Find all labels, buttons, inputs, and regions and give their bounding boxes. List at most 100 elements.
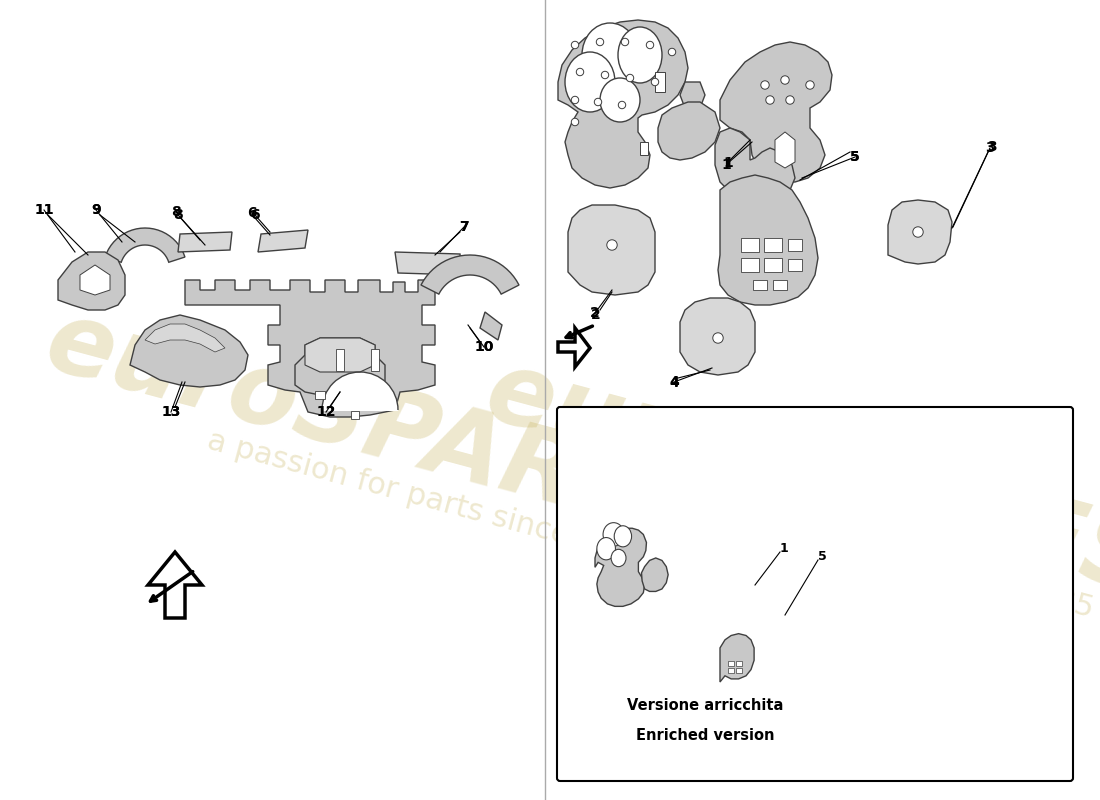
Circle shape: [572, 42, 578, 47]
Circle shape: [647, 42, 653, 49]
Ellipse shape: [614, 526, 631, 547]
Circle shape: [782, 77, 788, 83]
Bar: [728, 668, 735, 674]
Text: 9: 9: [91, 203, 101, 217]
Bar: [764, 238, 782, 252]
Polygon shape: [680, 82, 705, 108]
Text: euroSPARES: euroSPARES: [35, 294, 725, 566]
Bar: [764, 258, 782, 272]
Circle shape: [623, 39, 627, 45]
Text: 11: 11: [34, 203, 54, 217]
Ellipse shape: [582, 23, 638, 87]
Polygon shape: [148, 552, 202, 618]
Polygon shape: [658, 102, 720, 160]
Ellipse shape: [618, 27, 662, 83]
Circle shape: [713, 333, 723, 343]
Text: 6: 6: [248, 206, 256, 220]
Polygon shape: [421, 255, 519, 294]
Circle shape: [714, 334, 722, 342]
Ellipse shape: [612, 550, 626, 566]
Circle shape: [596, 38, 604, 46]
Text: 1: 1: [723, 156, 733, 170]
Polygon shape: [145, 324, 226, 352]
Text: 11: 11: [34, 203, 54, 217]
Circle shape: [786, 97, 793, 103]
Text: 4: 4: [669, 376, 679, 390]
Bar: [315, 391, 324, 399]
Polygon shape: [185, 280, 434, 417]
Polygon shape: [178, 232, 232, 252]
Polygon shape: [80, 265, 110, 295]
Text: 2: 2: [590, 306, 600, 320]
Bar: [788, 239, 802, 251]
Circle shape: [572, 98, 578, 102]
Text: 13: 13: [162, 405, 180, 419]
Circle shape: [786, 96, 794, 104]
Circle shape: [627, 75, 632, 81]
Polygon shape: [58, 252, 125, 310]
Text: 5: 5: [850, 150, 860, 164]
Circle shape: [602, 71, 608, 78]
Circle shape: [595, 99, 601, 105]
Circle shape: [806, 81, 814, 89]
Circle shape: [572, 42, 579, 49]
Circle shape: [652, 79, 658, 85]
Circle shape: [572, 119, 578, 125]
Polygon shape: [680, 298, 755, 375]
Circle shape: [618, 102, 626, 109]
Text: 12: 12: [317, 405, 336, 419]
Circle shape: [648, 42, 652, 47]
Text: 9: 9: [91, 203, 101, 217]
Circle shape: [594, 98, 602, 106]
Text: 8: 8: [172, 205, 180, 219]
Polygon shape: [395, 252, 462, 275]
Circle shape: [766, 96, 774, 104]
Text: 1: 1: [780, 542, 789, 554]
Text: 8: 8: [173, 208, 183, 222]
Polygon shape: [776, 132, 795, 168]
FancyBboxPatch shape: [557, 407, 1072, 781]
Circle shape: [767, 97, 773, 103]
Polygon shape: [595, 528, 647, 606]
Text: 5: 5: [817, 550, 826, 562]
Text: Versione arricchita: Versione arricchita: [627, 698, 783, 713]
Circle shape: [762, 82, 768, 88]
Circle shape: [572, 118, 579, 126]
Circle shape: [627, 74, 634, 82]
Circle shape: [913, 227, 923, 237]
Bar: [754, 280, 767, 290]
Circle shape: [576, 69, 583, 75]
Bar: [736, 668, 741, 674]
Polygon shape: [641, 558, 668, 591]
Circle shape: [607, 240, 617, 250]
Text: 5: 5: [850, 150, 860, 164]
Bar: [741, 258, 759, 272]
Polygon shape: [558, 20, 688, 188]
Circle shape: [914, 228, 922, 236]
Ellipse shape: [600, 78, 640, 122]
Circle shape: [572, 97, 579, 103]
Text: 6: 6: [250, 208, 260, 222]
Circle shape: [807, 82, 813, 88]
Circle shape: [619, 102, 625, 107]
Circle shape: [608, 241, 616, 249]
Polygon shape: [295, 338, 385, 395]
Bar: [351, 411, 359, 419]
Polygon shape: [720, 42, 832, 182]
Text: 10: 10: [474, 340, 494, 354]
Polygon shape: [480, 312, 502, 340]
Polygon shape: [558, 328, 590, 367]
Text: euroSPARES: euroSPARES: [475, 344, 1100, 616]
Circle shape: [621, 38, 628, 46]
Polygon shape: [715, 128, 795, 202]
Bar: [773, 280, 786, 290]
Text: 3: 3: [986, 141, 994, 155]
Text: 3: 3: [987, 140, 997, 154]
Bar: [371, 349, 380, 371]
Polygon shape: [640, 142, 648, 155]
Circle shape: [578, 70, 583, 74]
Text: 13: 13: [162, 405, 180, 419]
Bar: [788, 259, 802, 271]
Bar: [336, 349, 344, 371]
Polygon shape: [130, 315, 248, 387]
